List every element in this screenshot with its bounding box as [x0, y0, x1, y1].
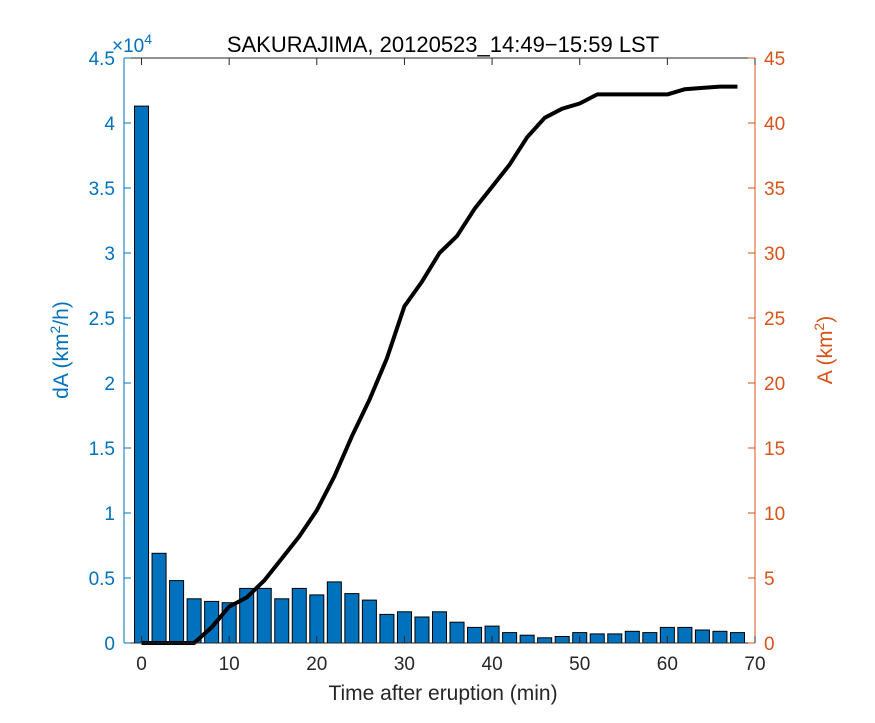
- right-tick-label: 45: [764, 49, 785, 70]
- bar: [274, 598, 290, 644]
- bar: [694, 629, 710, 644]
- bar: [554, 636, 570, 644]
- bar: [519, 634, 535, 644]
- bar: [361, 599, 377, 644]
- right-tick-label: 0: [764, 634, 775, 655]
- left-tick-label: 4.5: [89, 49, 115, 70]
- bar: [326, 581, 342, 644]
- bar: [134, 105, 150, 644]
- right-tick-label: 40: [764, 114, 785, 135]
- left-tick-label: 2: [104, 374, 115, 395]
- bar: [431, 611, 448, 644]
- bar: [729, 632, 745, 644]
- bar: [414, 616, 430, 644]
- left-tick-label: 3: [104, 244, 115, 265]
- bar: [309, 594, 325, 644]
- bar: [467, 626, 483, 644]
- area-line: [141, 84, 738, 645]
- left-axis-exponent: ×104: [112, 31, 152, 57]
- left-tick-label: 2.5: [89, 309, 115, 330]
- x-tick-label: 70: [744, 654, 765, 675]
- right-tick-label: 30: [764, 244, 785, 265]
- left-tick-label: 0: [104, 634, 115, 655]
- right-tick-label: 5: [764, 569, 775, 590]
- bar: [151, 552, 167, 644]
- bar: [537, 637, 553, 644]
- x-tick-label: 20: [306, 654, 327, 675]
- left-axis: 0 0.5 1 1.5 2 2.5 3 3.5 4 4.5: [89, 49, 131, 655]
- right-tick-label: 20: [764, 374, 785, 395]
- bar: [589, 633, 605, 644]
- x-tick-label: 10: [219, 654, 240, 675]
- right-axis-label: A (km2): [811, 316, 837, 384]
- bar: [344, 593, 360, 644]
- bar-series-da: [134, 105, 745, 644]
- left-tick-label: 0.5: [89, 569, 115, 590]
- bar: [607, 633, 623, 644]
- chart-title: SAKURAJIMA, 20120523_14:49−15:59 LST: [227, 32, 659, 57]
- bar: [449, 621, 465, 644]
- left-tick-label: 3.5: [89, 179, 115, 200]
- right-tick-label: 15: [764, 439, 785, 460]
- line-series-a: [141, 84, 738, 645]
- left-tick-label: 1: [104, 504, 115, 525]
- left-axis-label: dA (km2/h): [47, 301, 73, 399]
- left-tick-label: 4: [104, 114, 115, 135]
- left-tick-label: 1.5: [89, 439, 115, 460]
- right-axis: 0 5 10 15 20 25 30 35 40 45: [748, 49, 785, 655]
- x-tick-label: 40: [482, 654, 503, 675]
- bar: [624, 630, 640, 644]
- bar: [502, 632, 518, 644]
- x-axis: 0 10 20 30 40 50 60 70: [136, 58, 766, 675]
- x-tick-label: 50: [569, 654, 590, 675]
- bar: [291, 587, 307, 644]
- right-tick-label: 35: [764, 179, 785, 200]
- bar: [712, 630, 728, 644]
- bar: [379, 613, 395, 644]
- bar: [642, 632, 658, 644]
- x-tick-label: 30: [394, 654, 415, 675]
- bar: [677, 626, 693, 644]
- x-tick-label: 60: [657, 654, 678, 675]
- right-tick-label: 10: [764, 504, 785, 525]
- x-tick-label: 0: [136, 654, 147, 675]
- right-tick-label: 25: [764, 309, 785, 330]
- bar: [169, 580, 185, 644]
- bar: [256, 587, 272, 644]
- x-axis-label: Time after eruption (min): [328, 682, 557, 705]
